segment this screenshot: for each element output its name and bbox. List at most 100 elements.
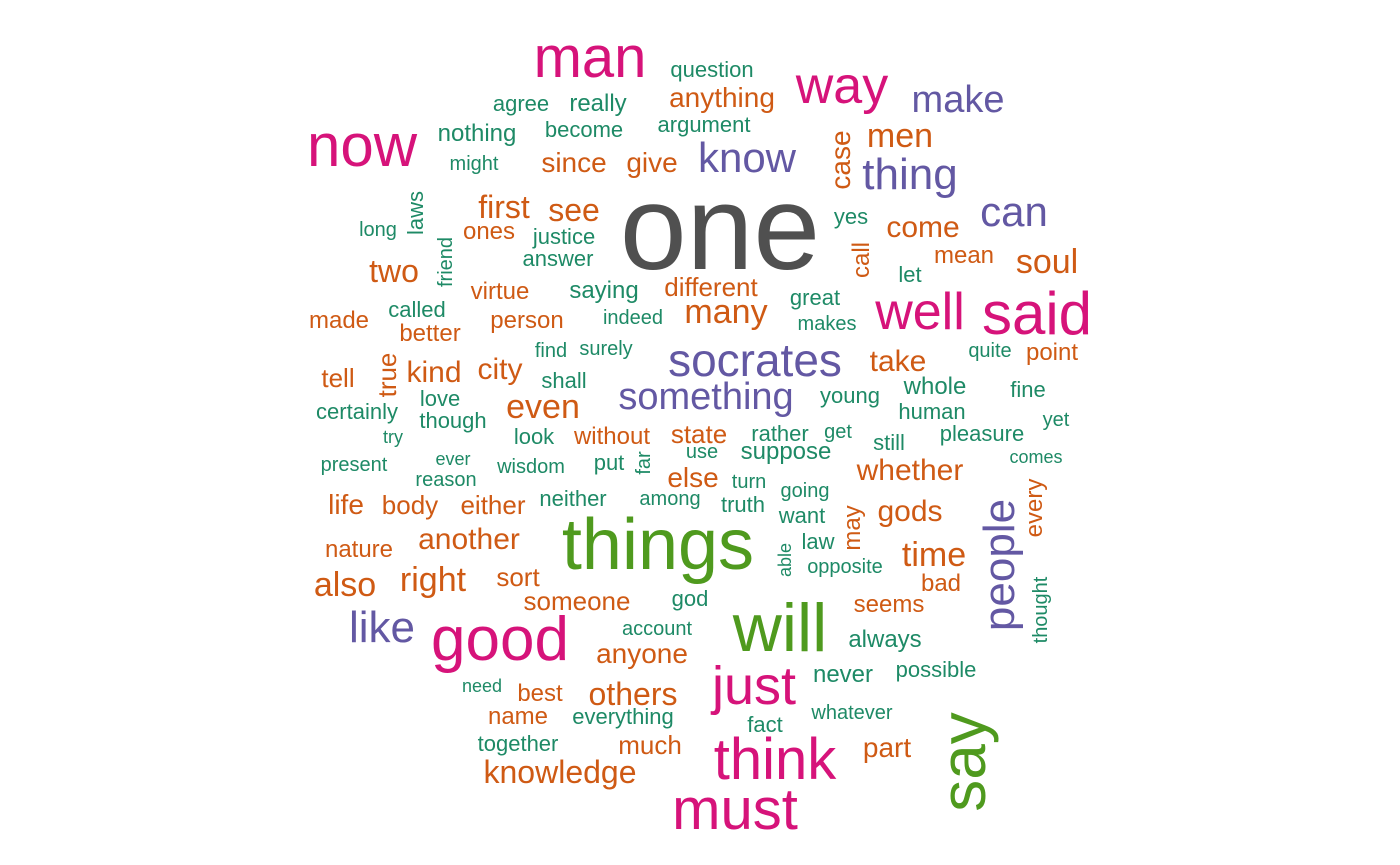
word-right: right bbox=[399, 561, 467, 599]
word-pleasure: pleasure bbox=[939, 421, 1025, 446]
word-nothing: nothing bbox=[437, 120, 517, 147]
word-love: love bbox=[419, 386, 461, 411]
word-comes: comes bbox=[1009, 447, 1063, 467]
word-really: really bbox=[569, 90, 627, 117]
word-nature: nature bbox=[324, 536, 394, 563]
word-need: need bbox=[461, 676, 503, 696]
word-case: case bbox=[825, 130, 856, 190]
word-together: together bbox=[477, 731, 559, 756]
word-think: think bbox=[713, 727, 837, 792]
word-laws: laws bbox=[403, 190, 428, 236]
word-something: something bbox=[618, 376, 794, 418]
word-can: can bbox=[980, 188, 1048, 235]
word-bad: bad bbox=[920, 570, 962, 597]
word-others: others bbox=[588, 676, 678, 712]
word-suppose: suppose bbox=[740, 438, 832, 465]
word-indeed: indeed bbox=[602, 307, 664, 329]
word-let: let bbox=[898, 262, 922, 287]
word-will: will bbox=[732, 590, 828, 666]
word-first: first bbox=[478, 189, 530, 225]
word-every: every bbox=[1021, 478, 1048, 538]
word-agree: agree bbox=[492, 91, 550, 116]
word-point: point bbox=[1025, 339, 1079, 366]
word-rather: rather bbox=[751, 421, 809, 446]
word-called: called bbox=[388, 297, 446, 322]
word-seems: seems bbox=[853, 591, 925, 618]
word-use: use bbox=[685, 441, 719, 463]
word-wisdom: wisdom bbox=[497, 456, 565, 478]
word-young: young bbox=[820, 383, 880, 408]
word-tell: tell bbox=[321, 363, 355, 393]
word-better: better bbox=[399, 320, 461, 347]
word-still: still bbox=[873, 430, 905, 455]
word-might: might bbox=[449, 153, 499, 175]
word-just: just bbox=[711, 656, 797, 716]
word-question: question bbox=[670, 57, 754, 82]
word-everything: everything bbox=[572, 704, 674, 729]
word-whether: whether bbox=[856, 454, 964, 487]
word-truth: truth bbox=[720, 492, 766, 517]
word-body: body bbox=[381, 490, 439, 520]
word-yet: yet bbox=[1042, 409, 1070, 431]
word-without: without bbox=[573, 423, 651, 450]
word-fact: fact bbox=[747, 712, 783, 737]
word-give: give bbox=[626, 147, 678, 178]
word-saying: saying bbox=[569, 277, 639, 304]
word-yes: yes bbox=[833, 204, 869, 229]
word-surely: surely bbox=[579, 338, 633, 360]
word-men: men bbox=[866, 117, 934, 155]
word-sort: sort bbox=[496, 562, 540, 592]
word-thing: thing bbox=[862, 150, 958, 199]
word-things: things bbox=[561, 505, 755, 585]
word-knowledge: knowledge bbox=[483, 754, 637, 790]
word-see: see bbox=[548, 192, 600, 228]
word-like: like bbox=[348, 603, 416, 652]
word-look: look bbox=[513, 424, 555, 449]
word-though: though bbox=[419, 408, 487, 433]
word-able: able bbox=[775, 542, 795, 578]
word-make: make bbox=[911, 79, 1005, 121]
word-people: people bbox=[975, 498, 1024, 632]
word-man: man bbox=[533, 25, 647, 90]
word-quite: quite bbox=[968, 340, 1012, 362]
word-thought: thought bbox=[1030, 576, 1052, 644]
word-long: long bbox=[359, 219, 397, 241]
word-two: two bbox=[369, 253, 419, 289]
word-fine: fine bbox=[1010, 377, 1046, 402]
word-many: many bbox=[684, 293, 768, 331]
word-someone: someone bbox=[523, 586, 631, 616]
word-kind: kind bbox=[406, 356, 462, 389]
word-gods: gods bbox=[877, 495, 943, 528]
word-part: part bbox=[862, 732, 912, 763]
word-ever: ever bbox=[435, 449, 471, 469]
word-may: may bbox=[839, 505, 866, 551]
word-never: never bbox=[812, 661, 874, 688]
word-far: far bbox=[633, 451, 655, 475]
word-anything: anything bbox=[669, 82, 775, 113]
word-great: great bbox=[789, 285, 841, 310]
word-going: going bbox=[780, 480, 830, 502]
word-turn: turn bbox=[731, 471, 767, 493]
word-get: get bbox=[824, 421, 852, 443]
word-become: become bbox=[544, 117, 624, 142]
word-certainly: certainly bbox=[316, 399, 398, 424]
word-shall: shall bbox=[541, 368, 587, 393]
word-always: always bbox=[848, 626, 922, 653]
word-city: city bbox=[477, 353, 523, 386]
word-account: account bbox=[621, 618, 693, 640]
word-way: way bbox=[795, 57, 889, 115]
word-answer: answer bbox=[522, 246, 594, 271]
word-either: either bbox=[460, 490, 526, 520]
word-say: say bbox=[927, 712, 999, 812]
word-neither: neither bbox=[539, 486, 607, 511]
word-mean: mean bbox=[933, 242, 995, 269]
word-find: find bbox=[534, 340, 568, 362]
word-even: even bbox=[506, 388, 580, 426]
word-life: life bbox=[328, 489, 364, 520]
word-law: law bbox=[801, 529, 835, 554]
word-want: want bbox=[778, 503, 826, 528]
word-among: among bbox=[639, 488, 701, 510]
word-know: know bbox=[697, 134, 797, 181]
word-name: name bbox=[487, 703, 549, 730]
